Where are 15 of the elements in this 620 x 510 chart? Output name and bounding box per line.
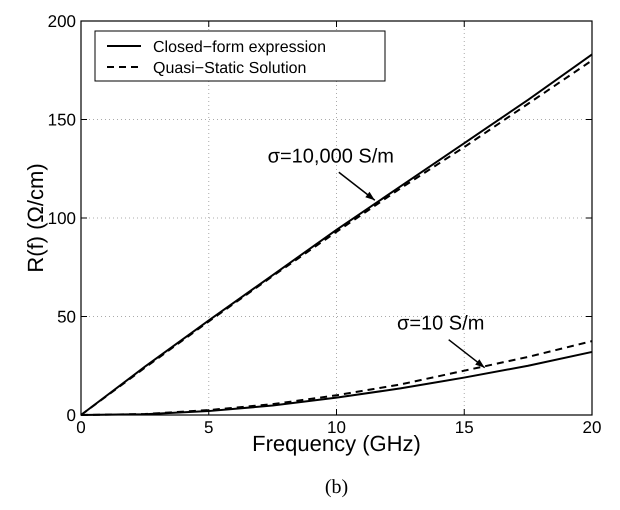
x-tick-label: 15 xyxy=(454,418,474,437)
y-tick-label: 50 xyxy=(57,308,76,326)
y-tick-label: 0 xyxy=(66,406,76,425)
y-tick-label: 200 xyxy=(48,12,76,31)
y-axis-title: R(f) (Ω/cm) xyxy=(23,163,48,273)
x-tick-label: 20 xyxy=(582,418,602,437)
annotation: σ=10,000 S/m xyxy=(268,145,394,168)
legend-label: Closed−form expression xyxy=(153,39,326,56)
text: (b) xyxy=(324,476,348,498)
x-tick-label: 10 xyxy=(327,418,346,437)
y-tick-label: 150 xyxy=(48,110,76,130)
annotation: σ=10 S/m xyxy=(396,312,484,335)
x-tick-label: 5 xyxy=(204,418,214,437)
legend-label: Quasi−Static Solution xyxy=(153,60,306,77)
y-tick-label: 100 xyxy=(48,209,76,228)
